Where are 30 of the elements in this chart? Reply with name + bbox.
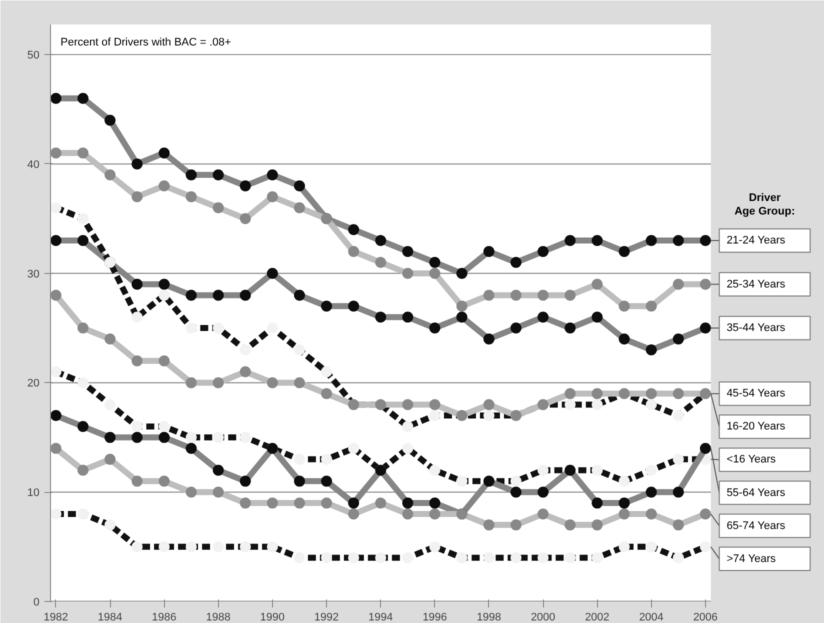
- x-tick-label: 2006: [693, 612, 718, 623]
- x-tick-label: 1998: [476, 612, 502, 623]
- text: 55-64 Years: [726, 486, 786, 499]
- x-tick-label: 1996: [422, 612, 448, 623]
- legend-title: Driver Age Group:: [734, 192, 795, 218]
- x-tick-label: 2004: [639, 612, 664, 623]
- series-label: 65-74 Years: [726, 520, 786, 532]
- x-tick-label: 1990: [260, 612, 285, 623]
- y-tick-label: 40: [27, 158, 40, 171]
- x-tick-label: 1986: [152, 612, 176, 623]
- series-label: 45-54 Years: [726, 388, 786, 400]
- y-axis-title: Percent of Drivers with BAC = .08+: [60, 36, 232, 49]
- series-label: <16 Years: [726, 454, 776, 466]
- y-tick-label: 30: [27, 268, 40, 280]
- y-tick-label: 10: [27, 487, 40, 500]
- x-tick-label: 2002: [584, 612, 610, 623]
- x-tick-label: 2000: [530, 612, 556, 623]
- x-tick-label: 1992: [314, 612, 339, 623]
- x-tick-label: 1984: [98, 612, 122, 623]
- y-tick-label: 20: [27, 378, 40, 390]
- x-tick-label: 1994: [368, 612, 393, 623]
- y-tick-label: 0: [33, 596, 40, 608]
- y-tick-label: 50: [27, 50, 40, 62]
- x-tick-label: 1982: [44, 612, 68, 623]
- series-label: 25-34 Years: [726, 278, 786, 290]
- series-label: 35-44 Years: [726, 322, 786, 334]
- series-label: 21-24 Years: [726, 234, 786, 247]
- text: 16-20 Years: [726, 420, 786, 433]
- series-label: >74 Years: [726, 552, 776, 565]
- x-tick-label: 1988: [206, 612, 231, 623]
